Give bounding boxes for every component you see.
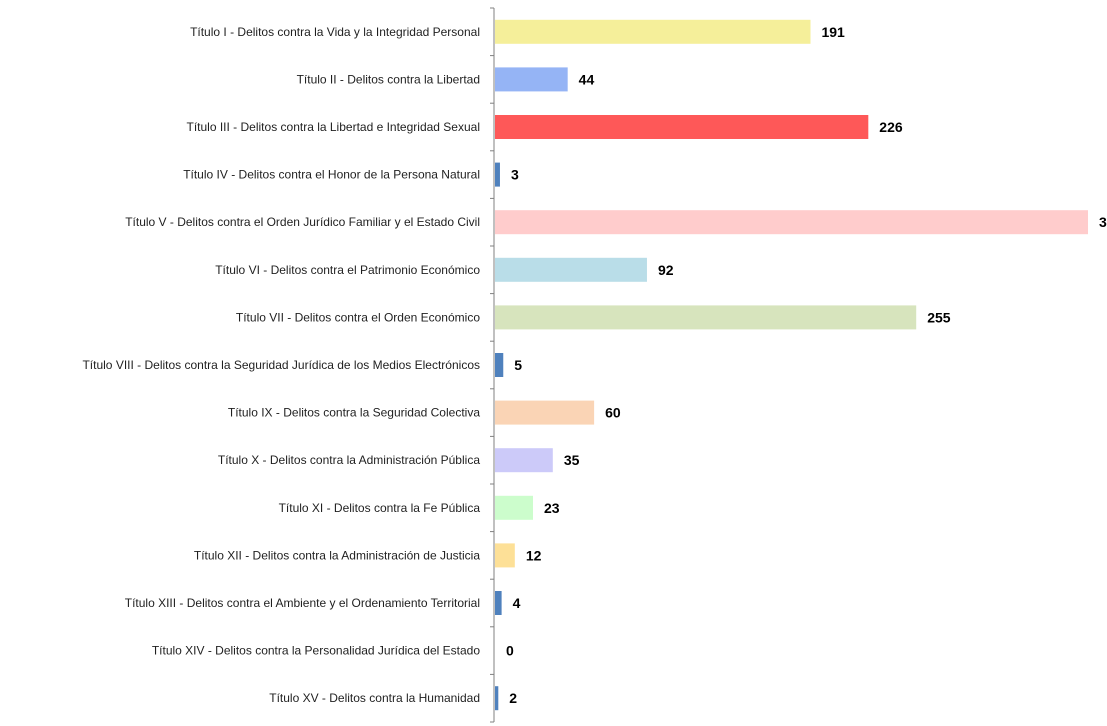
category-labels: Título I - Delitos contra la Vida y la I… bbox=[82, 25, 480, 705]
data-label: 92 bbox=[658, 262, 674, 278]
data-label: 3 bbox=[511, 167, 519, 183]
data-label: 359 bbox=[1099, 214, 1107, 230]
bars bbox=[495, 19, 1088, 711]
category-label: Título XI - Delitos contra la Fe Pública bbox=[279, 501, 481, 515]
bar bbox=[495, 448, 553, 473]
bar bbox=[495, 400, 595, 425]
bar bbox=[495, 353, 504, 377]
data-label: 255 bbox=[927, 309, 951, 325]
bar bbox=[495, 543, 515, 568]
category-label: Título IV - Delitos contra el Honor de l… bbox=[183, 168, 480, 182]
data-label: 12 bbox=[526, 547, 542, 563]
category-label: Título XV - Delitos contra la Humanidad bbox=[269, 691, 480, 705]
bar bbox=[495, 210, 1088, 235]
category-axis-ticks bbox=[490, 7, 494, 723]
bar bbox=[495, 162, 500, 187]
bar bbox=[495, 686, 499, 711]
data-label: 4 bbox=[513, 595, 521, 611]
category-label: Título VI - Delitos contra el Patrimonio… bbox=[215, 263, 480, 277]
category-label: Título V - Delitos contra el Orden Juríd… bbox=[125, 215, 480, 229]
bar bbox=[495, 67, 568, 92]
bar bbox=[495, 305, 917, 330]
data-labels: 191 44 226 3 359 92 255 5 60 35 23 12 4 0 2 bbox=[506, 24, 1107, 706]
bar bbox=[495, 591, 502, 615]
data-label: 2 bbox=[509, 690, 517, 706]
category-label: Título X - Delitos contra la Administrac… bbox=[218, 453, 480, 467]
bar bbox=[495, 257, 647, 282]
bar bbox=[495, 19, 811, 44]
data-label: 191 bbox=[821, 24, 845, 40]
category-label: Título II - Delitos contra la Libertad bbox=[297, 72, 480, 86]
bar bbox=[495, 115, 869, 139]
data-label: 0 bbox=[506, 643, 514, 659]
category-label: Título VII - Delitos contra el Orden Eco… bbox=[236, 310, 480, 324]
category-label: Título XII - Delitos contra la Administr… bbox=[194, 548, 480, 562]
category-label: Título XIV - Delitos contra la Personali… bbox=[152, 644, 480, 658]
data-label: 23 bbox=[544, 500, 560, 516]
category-label: Título XIII - Delitos contra el Ambiente… bbox=[125, 596, 480, 610]
category-label: Título IX - Delitos contra la Seguridad … bbox=[228, 406, 480, 420]
data-label: 226 bbox=[879, 119, 903, 135]
category-label: Título VIII - Delitos contra la Segurida… bbox=[82, 358, 480, 372]
bar bbox=[495, 495, 533, 520]
data-label: 60 bbox=[605, 405, 621, 421]
data-label: 5 bbox=[514, 357, 522, 373]
category-label: Título I - Delitos contra la Vida y la I… bbox=[190, 25, 480, 39]
category-label: Título III - Delitos contra la Libertad … bbox=[187, 120, 481, 134]
data-label: 35 bbox=[564, 452, 580, 468]
data-label: 44 bbox=[579, 71, 595, 87]
